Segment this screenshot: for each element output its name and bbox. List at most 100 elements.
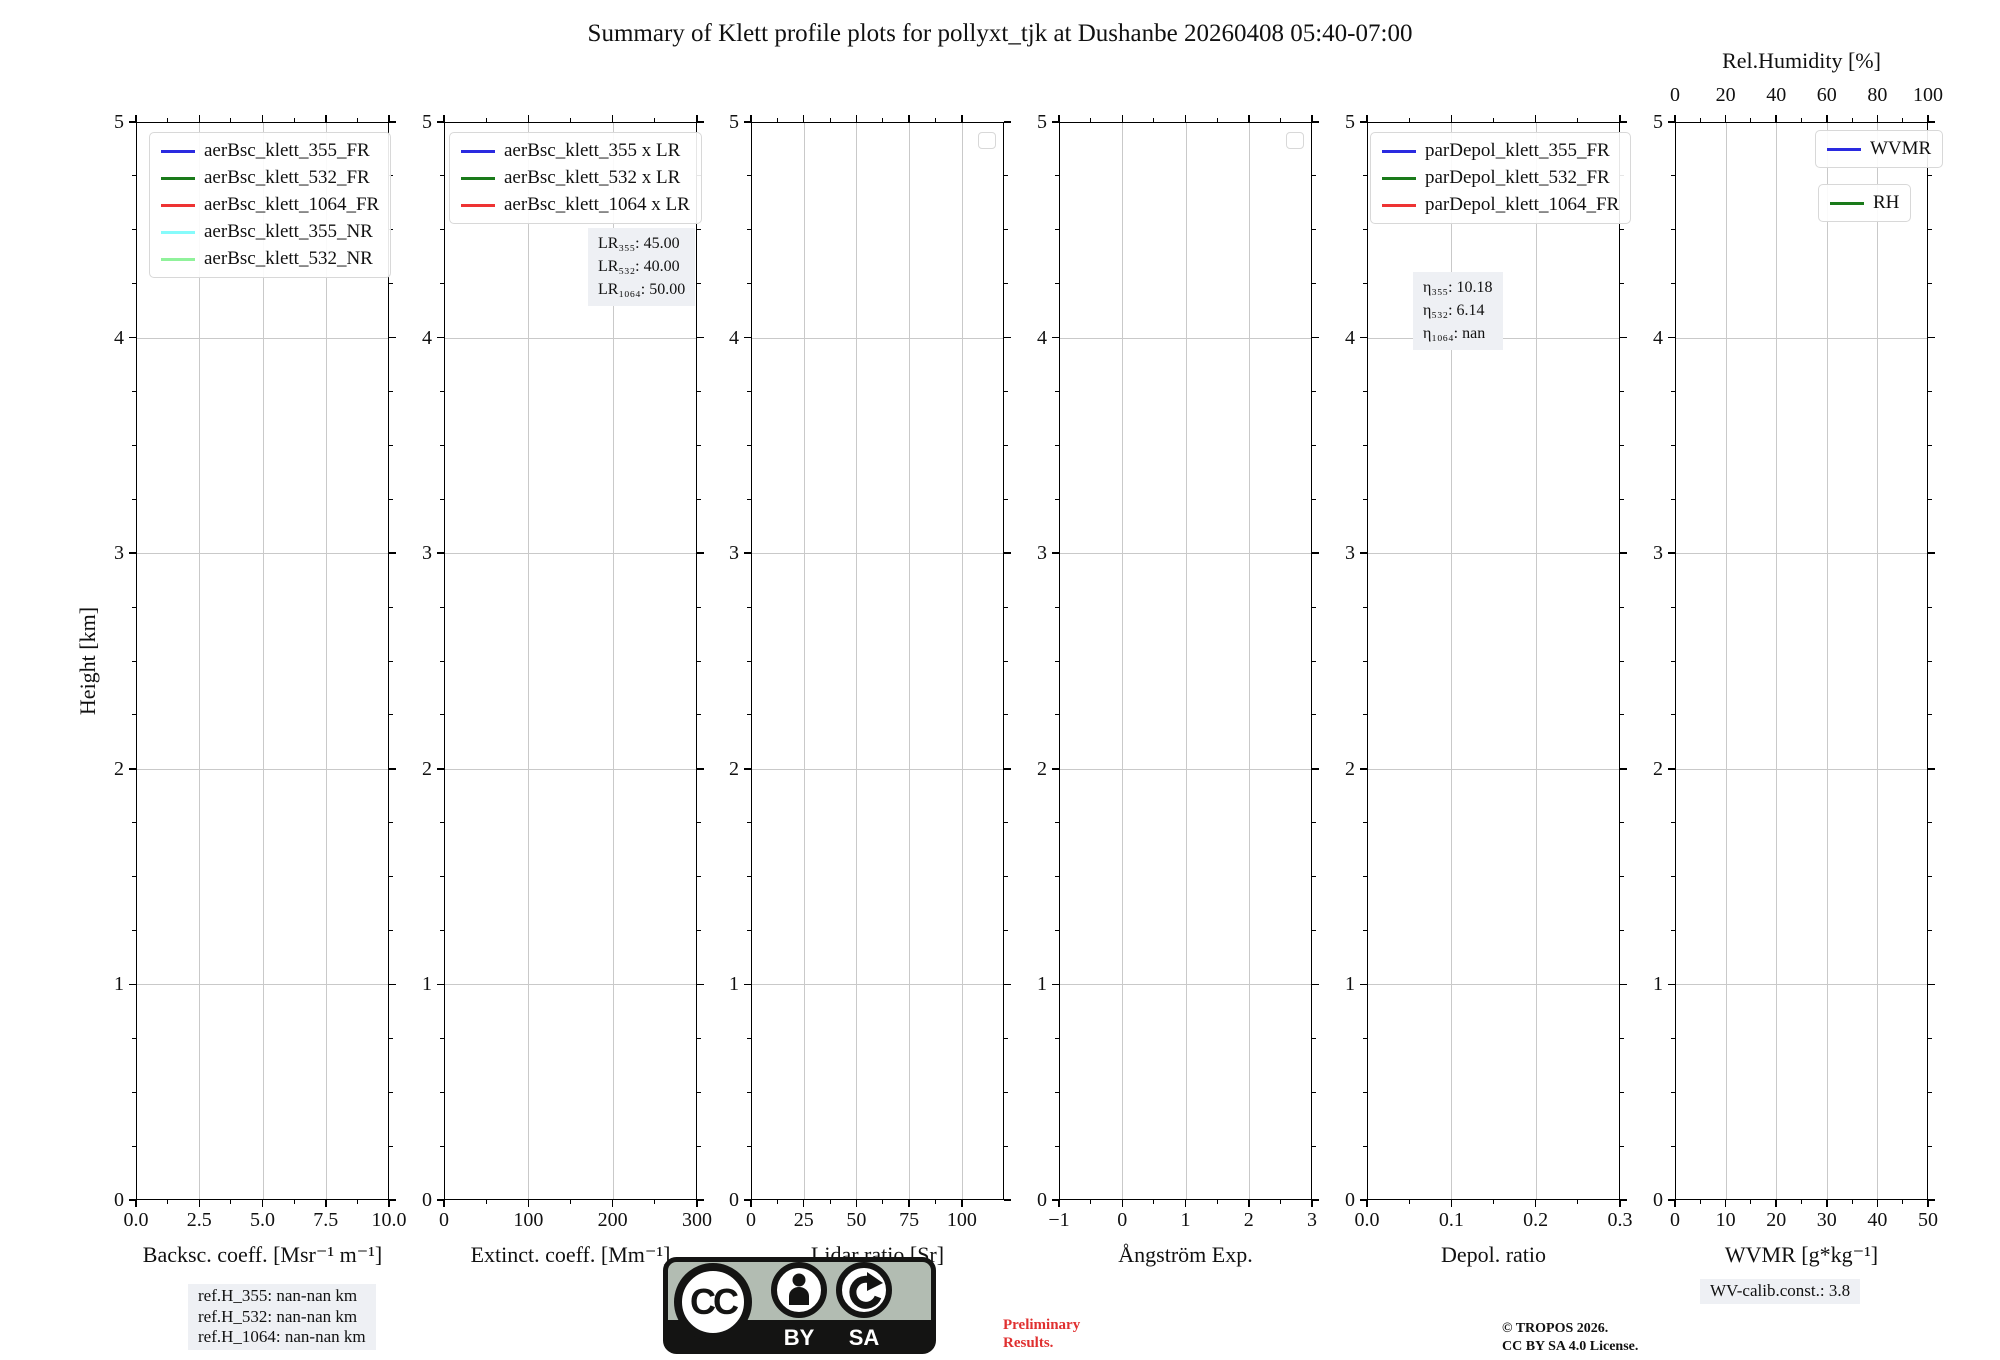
minor-tick-mark <box>440 175 444 177</box>
tick-mark <box>1184 1200 1187 1207</box>
minor-tick-mark <box>1408 1200 1410 1204</box>
minor-tick-mark <box>440 229 444 231</box>
minor-tick-mark <box>1153 1200 1155 1204</box>
minor-tick-mark <box>389 1037 393 1039</box>
minor-tick-mark <box>1004 822 1008 824</box>
tick-mark <box>697 768 704 770</box>
minor-tick-mark <box>1090 118 1092 122</box>
minor-tick-mark <box>1671 822 1675 824</box>
minor-tick-mark <box>132 660 136 662</box>
minor-tick-mark <box>1279 1200 1281 1204</box>
minor-tick-mark <box>747 876 751 878</box>
gridline-x <box>325 122 327 1200</box>
legend-label: aerBsc_klett_532_NR <box>204 248 373 269</box>
minor-tick-mark <box>1671 391 1675 392</box>
y-tick-label: 1 <box>422 973 432 996</box>
minor-tick-mark <box>697 1091 701 1093</box>
minor-tick-mark <box>293 1200 295 1204</box>
minor-tick-mark <box>1671 1091 1675 1093</box>
minor-tick-mark <box>1363 930 1367 931</box>
tick-mark <box>1620 1199 1627 1201</box>
empty-legend-box <box>978 132 996 149</box>
legend-line-swatch <box>161 203 195 207</box>
tick-mark <box>697 336 704 339</box>
subplot-6: 0 10 20 30 40 50 0 20 40 60 80 100 Rel.Humidity [%] 0… <box>1653 48 1944 1267</box>
minor-tick-mark <box>1004 876 1008 878</box>
minor-tick-mark <box>1363 876 1367 878</box>
minor-tick-mark <box>1928 930 1932 931</box>
y-tick-label: 3 <box>1037 542 1047 565</box>
minor-tick-mark <box>1090 1200 1092 1204</box>
minor-tick-mark <box>389 1091 393 1093</box>
tick-mark <box>1826 115 1828 122</box>
tick-mark <box>750 1200 752 1207</box>
x-tick-label: 300 <box>682 1209 712 1231</box>
x-tick-label: 0.0 <box>123 1209 149 1231</box>
tick-mark <box>697 983 704 986</box>
x-tick-label: 0 <box>1117 1209 1128 1231</box>
minor-tick-mark <box>132 498 136 500</box>
minor-tick-mark <box>1055 229 1059 231</box>
x-axis-label-5: Depol. ratio <box>1440 1242 1547 1267</box>
minor-tick-mark <box>389 391 393 392</box>
minor-tick-mark <box>440 930 444 931</box>
minor-tick-mark <box>1671 660 1675 662</box>
annotation-line: LR₃₅₅: 45.00 <box>598 235 680 252</box>
tick-mark <box>1312 1199 1319 1201</box>
tick-mark <box>437 768 444 770</box>
minor-tick-mark <box>1928 876 1932 878</box>
legend-item: aerBsc_klett_355_NR <box>161 221 379 243</box>
minor-tick-mark <box>1004 1091 1008 1093</box>
y-tick-label: 3 <box>422 542 432 565</box>
tick-mark <box>1668 121 1675 123</box>
annotation-line: LR₅₃₂: 40.00 <box>598 258 680 276</box>
y-tick-label: 2 <box>1653 757 1663 780</box>
minor-tick-mark <box>1055 606 1059 608</box>
tick-mark <box>744 336 751 339</box>
minor-tick-mark <box>1004 714 1008 716</box>
tick-mark <box>1928 768 1935 770</box>
minor-tick-mark <box>697 930 701 931</box>
gridline-y <box>1367 768 1620 770</box>
minor-tick-mark <box>440 1091 444 1093</box>
y-tick-label: 0 <box>1653 1189 1663 1211</box>
tick-mark <box>697 1199 704 1201</box>
gridline-y <box>1675 553 1928 555</box>
minor-tick-mark <box>1363 660 1367 662</box>
tick-mark <box>1052 552 1059 554</box>
tick-mark <box>855 115 858 122</box>
legend-label: WVMR <box>1870 138 1932 159</box>
minor-tick-mark <box>1363 1037 1367 1039</box>
legend-line-swatch <box>461 176 495 180</box>
legend-line-swatch <box>1382 149 1416 153</box>
x-tick-label: 25 <box>793 1209 814 1231</box>
tick-mark <box>1620 768 1627 770</box>
minor-tick-mark <box>1363 175 1367 177</box>
top-axis-label: Rel.Humidity [%] <box>1722 48 1881 73</box>
minor-tick-mark <box>1312 391 1316 392</box>
x-tick-label: 0.3 <box>1607 1209 1633 1231</box>
tick-mark <box>389 336 396 339</box>
minor-tick-mark <box>697 1037 701 1039</box>
tick-mark <box>1928 1199 1935 1201</box>
gridline-y <box>1367 984 1620 986</box>
y-tick-label: 5 <box>1345 111 1355 133</box>
minor-tick-mark <box>1801 118 1802 122</box>
tick-mark <box>389 768 396 770</box>
y-tick-label: 5 <box>114 111 124 133</box>
legend-item: aerBsc_klett_1064 x LR <box>461 194 690 216</box>
x-tick-label: 0 <box>746 1209 756 1231</box>
minor-tick-mark <box>1004 1037 1008 1039</box>
minor-tick-mark <box>167 118 169 122</box>
tick-mark <box>1620 552 1627 554</box>
minor-tick-mark <box>747 444 751 446</box>
minor-tick-mark <box>747 1091 751 1093</box>
minor-tick-mark <box>747 175 751 177</box>
minor-tick-mark <box>697 444 701 446</box>
gridline-y <box>1675 984 1928 986</box>
y-tick-label: 1 <box>1345 973 1355 996</box>
gridline-y <box>1367 553 1620 555</box>
tick-mark <box>527 115 530 122</box>
tick-mark <box>129 552 136 554</box>
x-tick-label: 1 <box>1180 1209 1191 1231</box>
